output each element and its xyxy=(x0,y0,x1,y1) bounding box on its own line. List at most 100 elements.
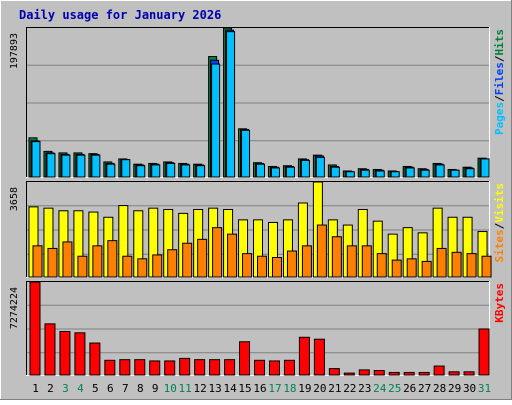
x-tick-label-day-14: 14 xyxy=(223,382,237,395)
bar-pages-day-4 xyxy=(76,154,86,178)
bar-kbytes-day-30 xyxy=(463,371,475,376)
panel-2 xyxy=(26,181,492,278)
bar-kbytes-day-21 xyxy=(328,368,340,376)
x-tick-label-day-26: 26 xyxy=(403,382,416,395)
legend-separator: / xyxy=(493,55,506,62)
x-tick-label-day-9: 9 xyxy=(152,382,159,395)
bar-pages-day-14 xyxy=(226,31,236,178)
bar-sites-day-10 xyxy=(167,249,178,278)
legend-3: KBytes xyxy=(493,283,506,323)
x-tick-label-day-29: 29 xyxy=(448,382,461,395)
bar-kbytes-day-16 xyxy=(254,359,266,376)
x-tick-label-day-6: 6 xyxy=(107,382,114,395)
bar-pages-day-10 xyxy=(166,162,176,178)
x-tick-label-day-4: 4 xyxy=(77,382,84,395)
bar-kbytes-day-26 xyxy=(403,371,415,376)
legend-2: Sites/Visits xyxy=(493,183,506,263)
bar-kbytes-day-3 xyxy=(59,331,71,376)
x-tick-label-day-5: 5 xyxy=(92,382,99,395)
x-tick-label-day-12: 12 xyxy=(194,382,207,395)
bar-pages-day-27 xyxy=(420,169,430,178)
bar-pages-day-28 xyxy=(435,164,445,178)
bar-pages-day-21 xyxy=(330,166,340,178)
x-tick-label-day-8: 8 xyxy=(137,382,144,395)
bar-sites-day-13 xyxy=(212,227,223,278)
bar-sites-day-12 xyxy=(197,238,208,278)
bar-pages-day-24 xyxy=(375,170,385,178)
x-tick-label-day-21: 21 xyxy=(328,382,341,395)
bar-sites-day-18 xyxy=(286,250,297,278)
chart-title: Daily usage for January 2026 xyxy=(19,8,221,22)
x-tick-label-day-22: 22 xyxy=(343,382,356,395)
legend-1: Pages/Files/Hits xyxy=(493,29,506,135)
legend-entry-visits: Visits xyxy=(493,183,506,223)
bar-kbytes-day-4 xyxy=(74,332,86,376)
bar-pages-day-29 xyxy=(450,169,460,178)
bar-pages-day-31 xyxy=(480,158,490,178)
bar-kbytes-day-18 xyxy=(283,359,295,376)
bar-sites-day-5 xyxy=(92,245,103,278)
bar-sites-day-7 xyxy=(122,255,133,278)
bar-pages-day-15 xyxy=(241,129,251,178)
bar-sites-day-21 xyxy=(331,236,342,278)
bar-kbytes-day-28 xyxy=(433,365,445,376)
x-axis-labels: 1 2 3 4 5 6 7 8 9 10 11 12 13 14 15 16 17 18 19 20 21 22 23 24 2… xyxy=(32,382,491,395)
bar-kbytes-day-5 xyxy=(89,342,101,376)
bar-pages-day-22 xyxy=(345,171,355,178)
bar-sites-day-31 xyxy=(481,255,492,278)
bar-sites-day-30 xyxy=(466,253,477,278)
chart-panels xyxy=(26,27,492,376)
bar-pages-day-20 xyxy=(315,156,325,178)
x-tick-label-day-24: 24 xyxy=(373,382,387,395)
bar-kbytes-day-31 xyxy=(478,328,490,376)
x-tick-label-day-31: 31 xyxy=(478,382,491,395)
bar-sites-day-15 xyxy=(242,253,253,278)
bar-kbytes-day-6 xyxy=(104,359,116,376)
bar-sites-day-24 xyxy=(376,253,387,278)
bar-sites-day-8 xyxy=(137,258,148,278)
legend-separator: / xyxy=(493,222,506,229)
x-tick-label-day-30: 30 xyxy=(463,382,476,395)
bar-sites-day-4 xyxy=(77,255,88,278)
bar-kbytes-day-23 xyxy=(358,369,370,376)
x-tick-label-day-15: 15 xyxy=(238,382,251,395)
x-tick-label-day-16: 16 xyxy=(253,382,266,395)
x-tick-label-day-11: 11 xyxy=(179,382,192,395)
bar-sites-day-3 xyxy=(62,241,73,278)
bar-kbytes-day-12 xyxy=(194,359,206,376)
bar-pages-day-8 xyxy=(136,165,146,178)
bar-sites-day-28 xyxy=(436,247,447,278)
bar-pages-day-2 xyxy=(46,153,56,178)
bar-sites-day-25 xyxy=(391,259,402,278)
x-tick-label-day-23: 23 xyxy=(358,382,371,395)
legend-entry-kbytes: KBytes xyxy=(493,283,506,323)
bar-sites-day-2 xyxy=(47,247,58,278)
panel-3 xyxy=(26,281,490,376)
bar-pages-day-26 xyxy=(405,167,415,178)
x-tick-label-day-1: 1 xyxy=(32,382,39,395)
bar-sites-day-29 xyxy=(451,251,462,278)
bar-sites-day-19 xyxy=(301,245,312,278)
panel-1 xyxy=(26,27,490,178)
x-tick-label-day-7: 7 xyxy=(122,382,129,395)
bar-sites-day-27 xyxy=(421,260,432,278)
bar-kbytes-day-9 xyxy=(149,360,161,376)
x-tick-label-day-27: 27 xyxy=(418,382,431,395)
x-tick-label-day-10: 10 xyxy=(164,382,177,395)
bar-pages-day-23 xyxy=(360,169,370,178)
bar-pages-day-30 xyxy=(465,168,475,178)
bar-kbytes-day-1 xyxy=(29,281,41,376)
bar-sites-day-22 xyxy=(346,245,357,278)
bar-sites-day-6 xyxy=(107,240,118,278)
bar-kbytes-day-25 xyxy=(388,371,400,376)
bar-pages-day-25 xyxy=(390,171,400,178)
legend-entry-sites: Sites xyxy=(493,229,506,262)
bar-pages-day-3 xyxy=(61,154,71,178)
bar-sites-day-11 xyxy=(182,242,193,278)
bar-sites-day-17 xyxy=(271,257,282,278)
bar-pages-day-16 xyxy=(256,163,266,178)
x-tick-label-day-13: 13 xyxy=(208,382,221,395)
x-tick-label-day-18: 18 xyxy=(283,382,296,395)
